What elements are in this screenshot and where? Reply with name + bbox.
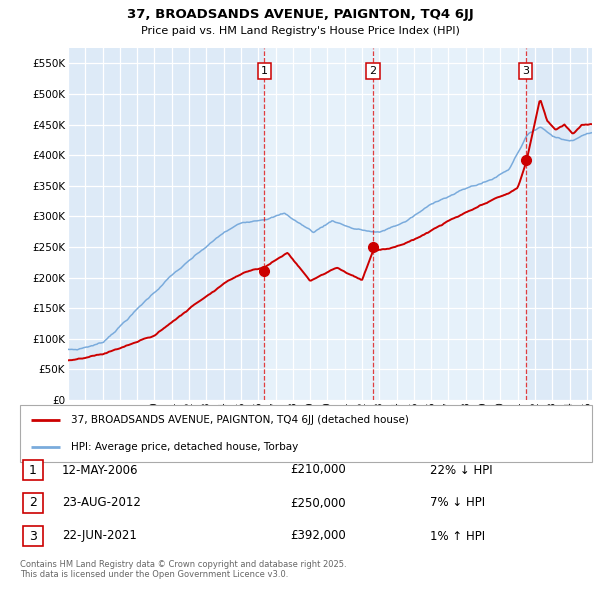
FancyBboxPatch shape: [20, 405, 592, 462]
FancyBboxPatch shape: [23, 526, 43, 546]
Text: 3: 3: [29, 529, 37, 542]
Text: 22-JUN-2021: 22-JUN-2021: [62, 529, 137, 542]
Text: £210,000: £210,000: [290, 464, 346, 477]
Text: 3: 3: [522, 66, 529, 76]
FancyBboxPatch shape: [23, 460, 43, 480]
Text: 22% ↓ HPI: 22% ↓ HPI: [430, 464, 493, 477]
Text: 1: 1: [29, 464, 37, 477]
Text: HPI: Average price, detached house, Torbay: HPI: Average price, detached house, Torb…: [71, 441, 299, 451]
Text: Contains HM Land Registry data © Crown copyright and database right 2025.
This d: Contains HM Land Registry data © Crown c…: [20, 560, 347, 579]
Text: 37, BROADSANDS AVENUE, PAIGNTON, TQ4 6JJ: 37, BROADSANDS AVENUE, PAIGNTON, TQ4 6JJ: [127, 8, 473, 21]
Text: 23-AUG-2012: 23-AUG-2012: [62, 497, 141, 510]
FancyBboxPatch shape: [23, 493, 43, 513]
Text: £392,000: £392,000: [290, 529, 346, 542]
Text: 1% ↑ HPI: 1% ↑ HPI: [430, 529, 485, 542]
Text: Price paid vs. HM Land Registry's House Price Index (HPI): Price paid vs. HM Land Registry's House …: [140, 26, 460, 36]
Bar: [265, 48, 526, 400]
Text: 7% ↓ HPI: 7% ↓ HPI: [430, 497, 485, 510]
Text: 2: 2: [370, 66, 377, 76]
Text: £250,000: £250,000: [290, 497, 346, 510]
Text: 12-MAY-2006: 12-MAY-2006: [62, 464, 139, 477]
Text: 2: 2: [29, 497, 37, 510]
Text: 1: 1: [261, 66, 268, 76]
Text: 37, BROADSANDS AVENUE, PAIGNTON, TQ4 6JJ (detached house): 37, BROADSANDS AVENUE, PAIGNTON, TQ4 6JJ…: [71, 415, 409, 425]
